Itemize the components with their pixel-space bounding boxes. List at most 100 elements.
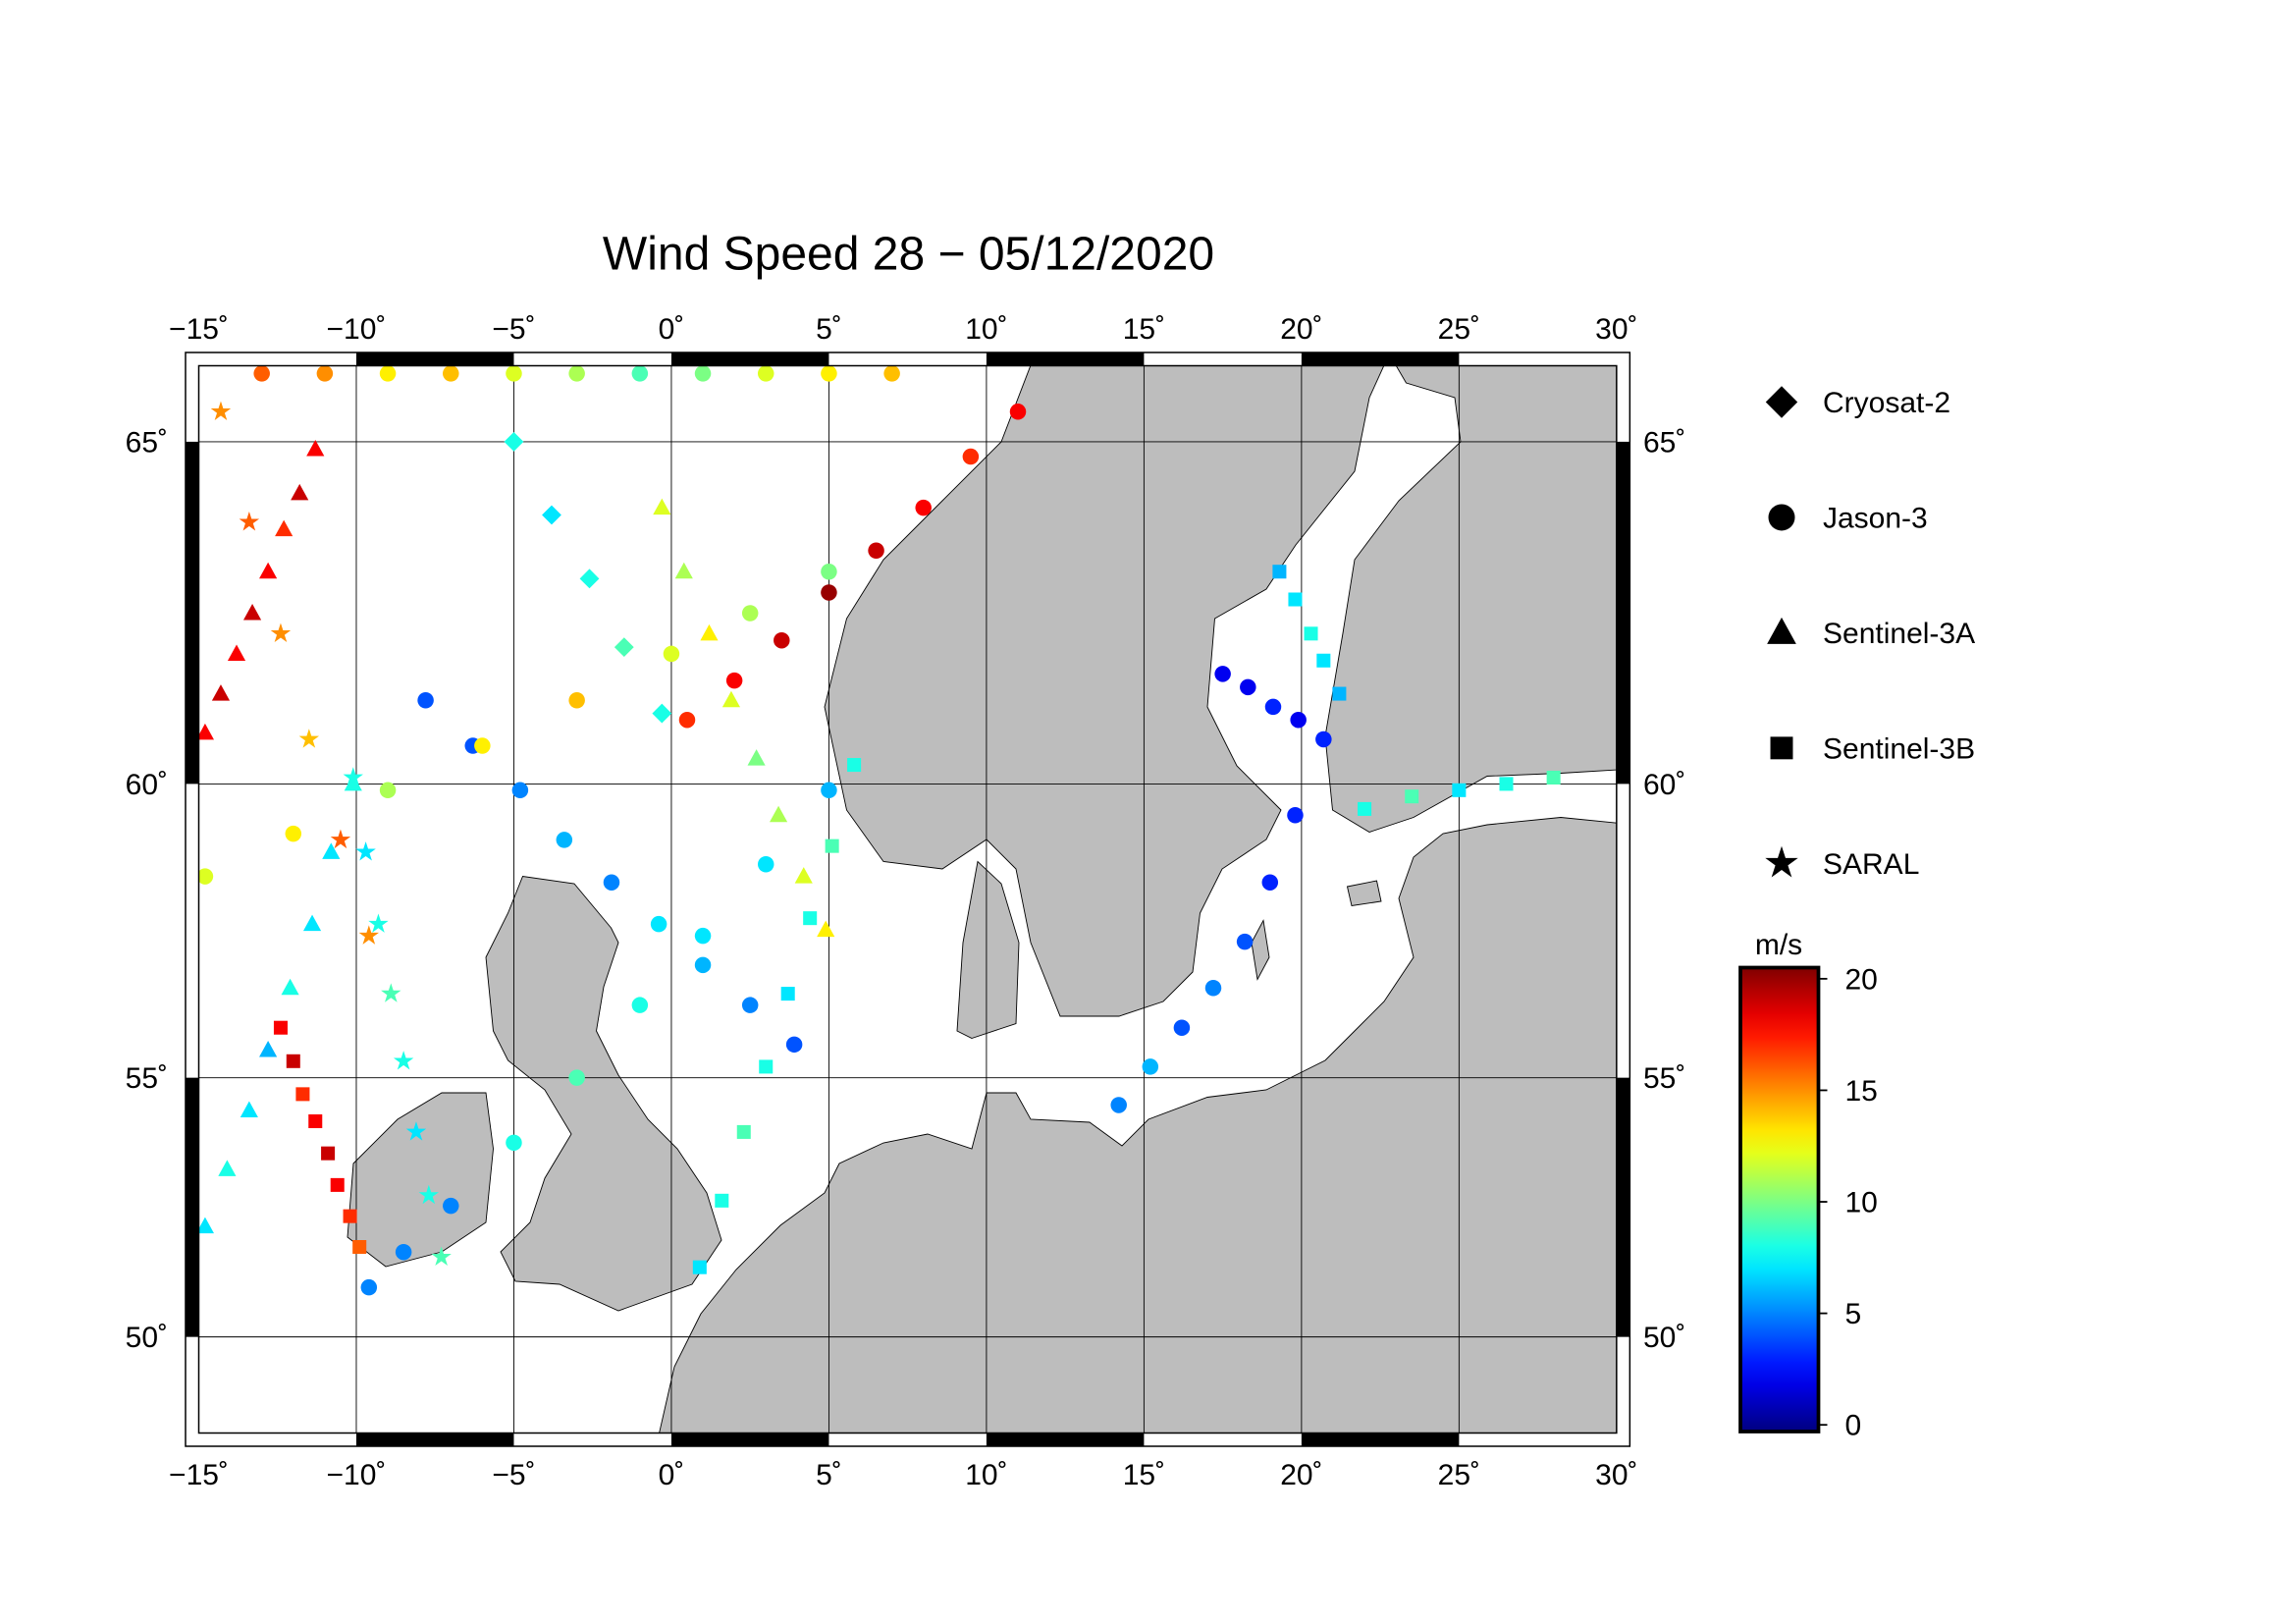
marker-circle bbox=[694, 927, 712, 945]
marker-star bbox=[343, 767, 363, 786]
marker-triangle bbox=[770, 805, 788, 823]
x-tick-label: −10˚ bbox=[327, 313, 387, 346]
marker-triangle bbox=[817, 920, 835, 938]
marker-square bbox=[308, 1113, 323, 1128]
frame-outline bbox=[185, 352, 1631, 1447]
marker-triangle bbox=[240, 1101, 258, 1117]
marker-triangle bbox=[794, 867, 813, 884]
marker-circle bbox=[1315, 730, 1332, 748]
marker-star bbox=[330, 829, 351, 849]
marker-triangle bbox=[653, 498, 671, 515]
marker-circle bbox=[1240, 678, 1256, 696]
marker-star bbox=[210, 401, 232, 420]
great-britain bbox=[485, 876, 722, 1312]
x-tick-label: 5˚ bbox=[816, 1459, 842, 1491]
y-tick-label: 60˚ bbox=[126, 769, 168, 801]
legend-label: Jason-3 bbox=[1823, 502, 1928, 534]
colorbar-tick-label: 0 bbox=[1845, 1410, 1862, 1442]
marker-diamond bbox=[1765, 386, 1798, 418]
marker-triangle bbox=[242, 604, 262, 621]
marker-triangle bbox=[275, 519, 294, 537]
frame-band bbox=[186, 441, 199, 784]
marker-square bbox=[1452, 783, 1467, 797]
marker-star bbox=[239, 512, 260, 531]
marker-triangle bbox=[1767, 617, 1796, 644]
marker-circle bbox=[568, 1069, 585, 1086]
marker-circle bbox=[506, 1134, 522, 1152]
marker-circle bbox=[678, 711, 696, 729]
marker-triangle bbox=[218, 1160, 237, 1176]
marker-square bbox=[1288, 592, 1303, 607]
marker-star bbox=[270, 622, 292, 643]
x-tick-label: 10˚ bbox=[965, 1459, 1007, 1491]
marker-square bbox=[692, 1260, 707, 1274]
marker-circle bbox=[316, 365, 334, 382]
frame-band bbox=[986, 1433, 1145, 1446]
legend-label: Cryosat-2 bbox=[1823, 387, 1950, 419]
marker-triangle bbox=[198, 1217, 214, 1234]
marker-square bbox=[1546, 770, 1561, 784]
marker-circle bbox=[417, 692, 434, 709]
grid bbox=[198, 365, 1617, 1434]
marker-square bbox=[847, 758, 862, 773]
x-tick-label: 5˚ bbox=[816, 313, 842, 346]
marker-circle bbox=[1236, 933, 1254, 950]
marker-circle bbox=[443, 1197, 459, 1215]
marker-circle bbox=[1142, 1058, 1159, 1075]
colorbar: m/s 0 5 10 15 20 bbox=[1738, 929, 1878, 1442]
marker-square bbox=[330, 1177, 345, 1192]
marker-circle bbox=[757, 365, 774, 382]
marker-circle bbox=[474, 737, 491, 754]
x-tick-label: 0˚ bbox=[659, 313, 685, 346]
marker-circle bbox=[1261, 874, 1279, 891]
marker-circle bbox=[556, 832, 573, 848]
marker-star bbox=[298, 729, 320, 748]
x-tick-label: −5˚ bbox=[492, 1459, 535, 1491]
continent bbox=[659, 817, 1617, 1434]
marker-circle bbox=[868, 542, 884, 560]
x-tick-label: −15˚ bbox=[169, 1459, 229, 1491]
marker-square bbox=[759, 1059, 774, 1074]
marker-circle bbox=[285, 825, 302, 842]
x-tick-label: 30˚ bbox=[1595, 313, 1637, 346]
marker-circle bbox=[741, 605, 759, 622]
x-tick-label: 15˚ bbox=[1123, 1459, 1165, 1491]
saaremaa bbox=[1346, 880, 1382, 907]
x-tick-label: −15˚ bbox=[169, 313, 229, 346]
marker-star bbox=[418, 1184, 440, 1205]
marker-circle bbox=[757, 856, 774, 873]
finland-russia bbox=[1324, 365, 1617, 833]
chart-title: Wind Speed 28 − 05/12/2020 bbox=[603, 229, 1214, 281]
marker-diamond bbox=[542, 505, 561, 525]
y-tick-label: 55˚ bbox=[1643, 1062, 1685, 1095]
x-tick-label: 25˚ bbox=[1438, 1459, 1480, 1491]
marker-circle bbox=[1204, 980, 1222, 997]
marker-triangle bbox=[721, 690, 741, 708]
legend-label: Sentinel-3A bbox=[1823, 618, 1975, 650]
map-figure: Wind Speed 28 − 05/12/2020 −15˚ −15˚ −10˚ −… bbox=[126, 229, 1975, 1492]
marker-triangle bbox=[227, 644, 246, 661]
colorbar-label: m/s bbox=[1755, 929, 1802, 961]
marker-square bbox=[352, 1240, 367, 1255]
marker-triangle bbox=[259, 1041, 278, 1057]
marker-star bbox=[358, 925, 380, 945]
marker-circle bbox=[915, 499, 932, 516]
marker-circle bbox=[1264, 698, 1282, 716]
colorbar-tick-label: 20 bbox=[1845, 963, 1878, 996]
marker-circle bbox=[694, 365, 712, 382]
y-tick-label: 50˚ bbox=[1643, 1322, 1685, 1354]
frame-band bbox=[355, 1433, 514, 1446]
marker-square bbox=[1304, 626, 1318, 641]
marker-circle bbox=[741, 997, 759, 1013]
map-frame bbox=[185, 352, 1631, 1447]
marker-circle bbox=[774, 631, 790, 649]
marker-square bbox=[1770, 736, 1793, 760]
y-tick-label: 50˚ bbox=[126, 1322, 168, 1354]
y-tick-label: 55˚ bbox=[126, 1062, 168, 1095]
marker-square bbox=[736, 1124, 751, 1139]
marker-square bbox=[343, 1209, 357, 1223]
frame-band bbox=[1301, 1433, 1460, 1446]
frame-band bbox=[670, 352, 829, 366]
marker-star bbox=[1765, 845, 1798, 878]
